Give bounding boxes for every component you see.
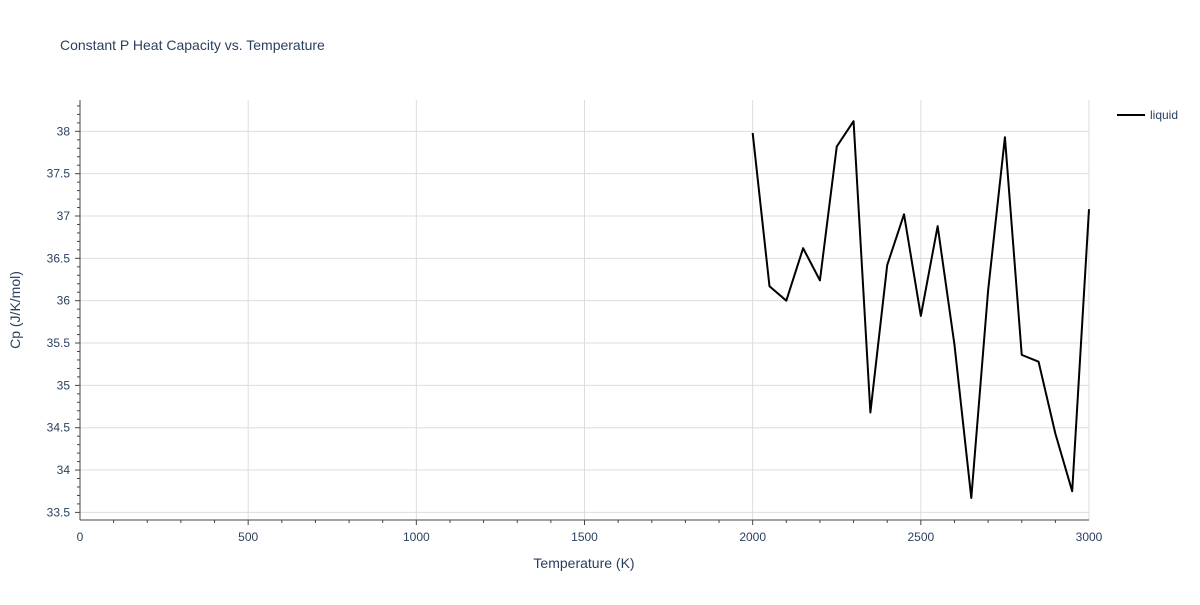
grid — [80, 100, 1089, 520]
y-tick-label: 37 — [57, 209, 71, 223]
y-tick-label: 34 — [57, 463, 71, 477]
y-tick-label: 38 — [57, 124, 71, 138]
y-tick-label: 34.5 — [47, 421, 71, 435]
chart-title: Constant P Heat Capacity vs. Temperature — [60, 37, 325, 53]
y-tick-label: 36.5 — [47, 251, 71, 265]
y-tick-label: 35 — [57, 378, 71, 392]
x-tick-label: 0 — [77, 530, 84, 544]
y-tick-label: 35.5 — [47, 336, 71, 350]
x-tick-label: 1500 — [571, 530, 598, 544]
x-tick-label: 2500 — [907, 530, 934, 544]
y-tick-label: 33.5 — [47, 505, 71, 519]
x-tick-label: 500 — [238, 530, 258, 544]
axes: 0 500 1000 1500 2000 2500 3000 33.5 34 34.5 35 35.5… — [47, 100, 1103, 544]
legend[interactable]: liquid — [1117, 108, 1178, 122]
legend-label-liquid[interactable]: liquid — [1150, 108, 1178, 122]
x-tick-label: 3000 — [1076, 530, 1103, 544]
y-tick-label: 36 — [57, 294, 71, 308]
y-axis-label: Cp (J/K/mol) — [7, 271, 23, 349]
x-axis-label: Temperature (K) — [533, 555, 634, 571]
x-tick-label: 2000 — [739, 530, 766, 544]
x-tick-label: 1000 — [403, 530, 430, 544]
y-tick-label: 37.5 — [47, 167, 71, 181]
